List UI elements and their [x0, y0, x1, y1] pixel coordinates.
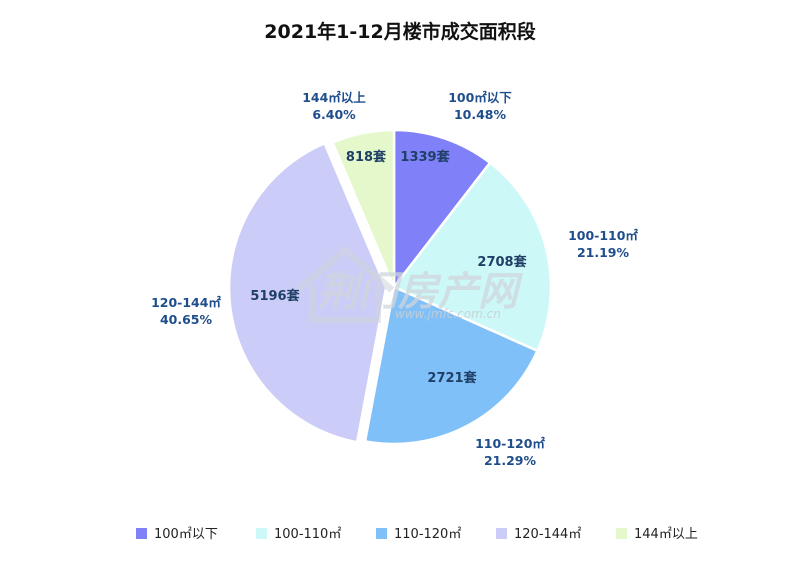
slice-outer-label: 100㎡以下 10.48% — [448, 90, 512, 122]
legend-item: 100㎡以下 — [136, 527, 218, 542]
pie-slice — [330, 128, 396, 288]
slice-percent-label: 21.19% — [577, 245, 630, 260]
legend-label: 144㎡以上 — [634, 527, 698, 542]
slice-category-name: 120-144㎡ — [151, 295, 221, 310]
legend-item: 120-144㎡ — [496, 527, 581, 542]
slice-count-label: 1339套 — [400, 149, 450, 165]
pie-slices — [227, 128, 553, 446]
legend-swatch — [256, 528, 267, 539]
slice-outer-label: 110-120㎡ 21.29% — [475, 436, 545, 468]
legend-swatch — [136, 528, 147, 539]
pie-slice — [392, 128, 492, 291]
legend-item: 144㎡以上 — [616, 527, 698, 542]
slice-outer-label: 120-144㎡ 40.65% — [151, 295, 221, 327]
slice-category-name: 110-120㎡ — [475, 436, 545, 451]
legend-label: 120-144㎡ — [514, 527, 581, 542]
legend-label: 100㎡以下 — [154, 527, 218, 542]
slice-percent-label: 40.65% — [160, 312, 213, 327]
slice-category-name: 144㎡以上 — [302, 90, 366, 105]
slice-count-label: 2721套 — [427, 370, 477, 386]
slice-percent-label: 21.29% — [484, 453, 537, 468]
legend-label: 100-110㎡ — [274, 527, 341, 542]
slice-category-name: 100㎡以下 — [448, 90, 512, 105]
watermark-text: 荆门房产网 — [318, 269, 524, 315]
pie-slice — [363, 285, 540, 446]
legend: 100㎡以下 100-110㎡ 110-120㎡ 120-144㎡ 144㎡以上 — [136, 527, 698, 542]
slice-count-labels: 1339套 2708套 2721套 5196套 818套 — [250, 149, 527, 386]
pie-slice — [227, 141, 388, 444]
chart-title: 2021年1-12月楼市成交面积段 — [264, 20, 536, 43]
legend-swatch — [496, 528, 507, 539]
legend-item: 110-120㎡ — [376, 527, 461, 542]
slice-outer-label: 144㎡以上 6.40% — [302, 90, 366, 122]
legend-label: 110-120㎡ — [394, 527, 461, 542]
slice-category-name: 100-110㎡ — [568, 228, 638, 243]
slice-count-label: 5196套 — [250, 288, 300, 304]
watermark-house-icon — [295, 245, 395, 323]
legend-swatch — [616, 528, 627, 539]
slice-count-label: 2708套 — [477, 254, 527, 270]
slice-count-label: 818套 — [346, 149, 387, 165]
slice-percent-label: 6.40% — [312, 107, 356, 122]
slice-outer-label: 100-110㎡ 21.19% — [568, 228, 638, 260]
slice-outer-labels: 100㎡以下 10.48% 100-110㎡ 21.19% 110-120㎡ 21.29%… — [151, 90, 638, 468]
watermark: 荆门房产网 www.jmfc.com.cn — [295, 245, 524, 323]
legend-swatch — [376, 528, 387, 539]
watermark-url: www.jmfc.com.cn — [395, 307, 501, 321]
legend-item: 100-110㎡ — [256, 527, 341, 542]
slice-percent-label: 10.48% — [454, 107, 507, 122]
